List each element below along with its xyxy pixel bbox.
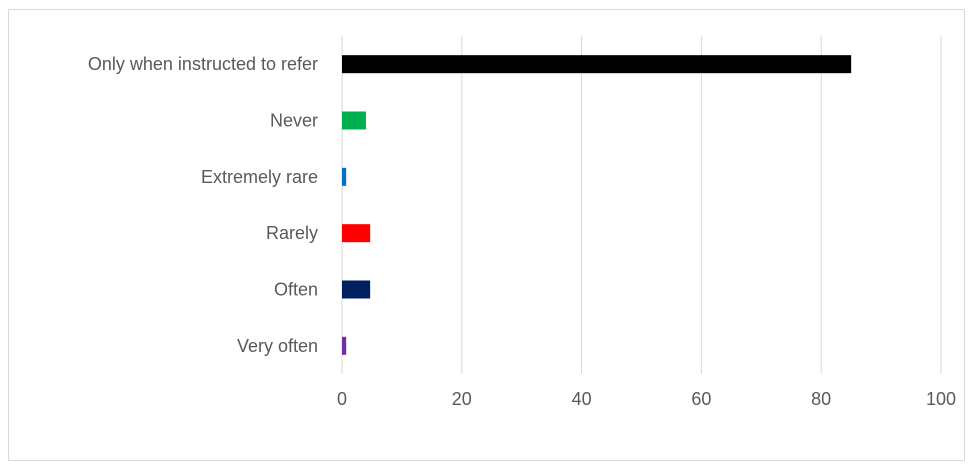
bar [342,167,347,186]
x-tick-label: 80 [811,389,831,409]
bar [342,55,852,74]
x-tick-label: 40 [572,389,592,409]
bar [342,224,371,243]
gridlines [341,36,942,374]
category-label: Often [274,280,318,300]
x-tick-label: 20 [452,389,472,409]
x-tick-label: 60 [691,389,711,409]
tick-labels: 0 20 40 60 80 100 [337,389,956,409]
x-tick-label: 0 [337,389,347,409]
bars [342,55,852,355]
category-labels: Only when instructed to refer Never Extrem… [88,54,318,356]
category-label: Never [270,111,318,131]
category-label: Rarely [266,223,318,243]
x-tick-label: 100 [926,389,956,409]
bar [342,336,347,355]
category-label: Extremely rare [201,167,318,187]
bar [342,280,371,299]
category-label: Only when instructed to refer [88,54,318,74]
chart-frame [8,9,965,461]
category-label: Very often [237,336,318,356]
bar [342,111,366,130]
